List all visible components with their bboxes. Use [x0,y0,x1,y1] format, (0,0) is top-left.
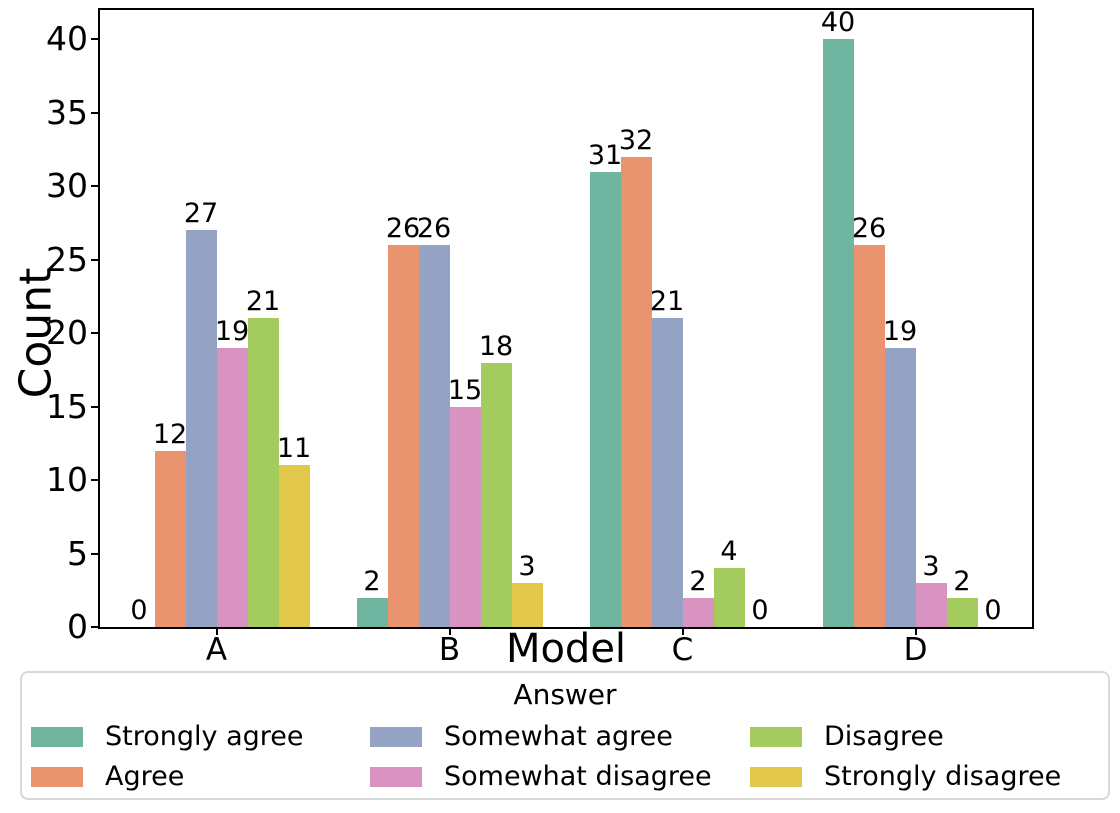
y-tick-label: 35 [46,92,88,132]
bar-agree-A [154,451,186,627]
bar-value-label: 27 [183,198,219,229]
legend-label: Disagree [824,721,944,752]
bar-disagree-B [480,363,512,627]
legend-item-strongly-disagree: Strongly disagree [750,762,1061,792]
bar-somewhat-agree-D [884,348,916,627]
y-tick-label: 30 [46,166,88,206]
legend-item-somewhat-disagree: Somewhat disagree [370,762,712,792]
x-tick-mark [448,629,451,635]
plot-area: 0 2 31 40 12 26 32 26 27 26 21 19 19 15 2 3 21 18 4 2 11 3 0 0 [100,7,1032,627]
x-tick-mark [681,629,684,635]
y-tick-mark [91,185,100,188]
legend-item-disagree: Disagree [750,722,944,752]
x-tick-label-B: B [438,632,461,668]
y-tick-label: 15 [46,386,88,426]
y-tick-mark [91,38,100,41]
y-tick-label: 0 [67,607,88,646]
bar-strongly-agree-B [356,598,388,627]
bar-value-label: 0 [984,595,1002,626]
bar-value-label: 0 [751,595,769,626]
bar-value-label: 18 [478,331,514,362]
legend-swatch-strongly-disagree [750,767,802,787]
y-tick-mark [91,626,100,628]
bar-value-label: 15 [447,375,483,406]
legend-swatch-agree [31,767,83,787]
bar-strongly-agree-D [822,39,854,627]
bar-somewhat-disagree-A [216,348,248,627]
x-tick-label-A: A [205,632,228,668]
x-tick-label-C: C [671,632,694,668]
bar-disagree-A [247,318,279,627]
bar-somewhat-disagree-D [915,583,947,627]
bar-agree-D [853,245,885,627]
bar-value-label: 26 [385,213,421,244]
bar-value-label: 2 [689,566,707,597]
bar-agree-C [620,157,652,627]
bar-somewhat-agree-B [418,245,450,627]
y-tick-mark [91,405,100,408]
legend-swatch-somewhat-agree [370,727,422,747]
y-tick-label: 10 [46,460,88,500]
bar-value-label: 32 [618,125,654,156]
y-tick-label: 40 [46,19,88,59]
legend-label: Somewhat agree [444,721,673,752]
y-tick-mark [91,258,100,261]
bar-value-label: 31 [587,140,623,171]
bar-value-label: 0 [130,595,148,626]
y-tick-label: 20 [46,313,88,353]
bar-value-label: 3 [922,551,940,582]
y-tick-label: 5 [67,533,88,573]
bar-value-label: 26 [851,213,887,244]
bar-somewhat-agree-A [185,230,217,627]
bar-disagree-D [946,598,978,627]
bar-value-label: 2 [363,566,381,597]
legend-label: Somewhat disagree [444,761,712,792]
bar-somewhat-disagree-C [682,598,714,627]
bar-value-label: 19 [882,316,918,347]
bar-value-label: 21 [245,286,281,317]
legend-swatch-somewhat-disagree [370,767,422,787]
bar-value-label: 21 [649,286,685,317]
legend-label: Strongly agree [105,721,304,752]
bar-value-label: 40 [820,7,856,38]
bar-disagree-C [713,568,745,627]
y-tick-mark [91,552,100,555]
legend-item-somewhat-agree: Somewhat agree [370,722,673,752]
x-tick-mark [215,629,218,635]
legend: Answer Strongly agree Agree Somewhat agree… [20,671,1110,800]
bar-value-label: 2 [953,566,971,597]
bar-somewhat-disagree-B [449,407,481,627]
bar-strongly-disagree-A [278,465,310,627]
bar-value-label: 11 [276,433,312,464]
legend-label: Strongly disagree [824,761,1062,792]
x-tick-label-D: D [903,632,928,668]
y-tick-mark [91,332,100,335]
x-axis-label: Model [505,626,627,672]
legend-swatch-strongly-agree [31,727,83,747]
bar-value-label: 26 [416,213,452,244]
bar-agree-B [387,245,419,627]
bar-value-label: 12 [152,419,188,450]
y-tick-label: 25 [46,239,88,279]
bar-somewhat-agree-C [651,318,683,627]
y-tick-mark [91,111,100,114]
bar-strongly-agree-C [589,172,621,627]
legend-swatch-disagree [750,727,802,747]
bar-value-label: 4 [720,536,738,567]
legend-item-strongly-agree: Strongly agree [31,722,303,752]
x-tick-mark [914,629,917,635]
y-tick-mark [91,479,100,482]
bar-value-label: 19 [214,316,250,347]
bar-strongly-disagree-B [511,583,543,627]
bar-value-label: 3 [518,551,536,582]
legend-title: Answer [513,678,617,711]
legend-item-agree: Agree [31,762,184,792]
legend-label: Agree [105,761,185,792]
